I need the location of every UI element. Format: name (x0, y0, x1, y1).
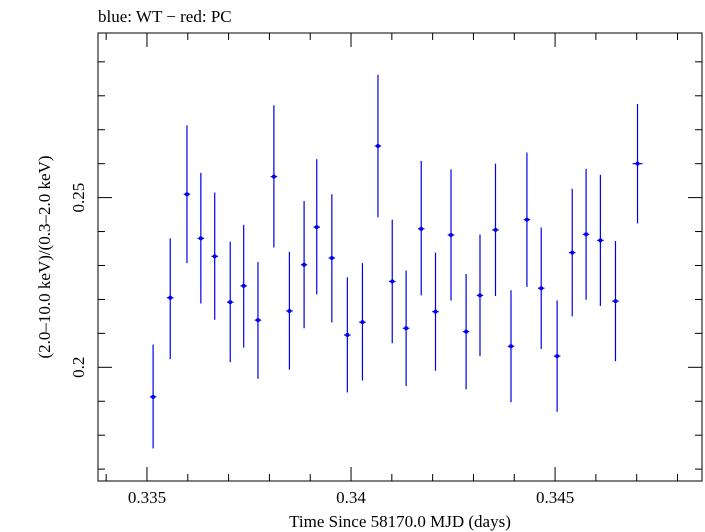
data-point (632, 103, 643, 224)
plot-frame (97, 32, 703, 482)
y-axis-label: (2.0–10.0 keV)/(0.3–2.0 keV) (35, 155, 54, 358)
data-point (417, 160, 425, 296)
tick-marks (98, 33, 702, 481)
point-marker (449, 232, 454, 237)
data-point (166, 238, 174, 360)
point-marker (302, 262, 307, 267)
chart-title: blue: WT − red: PC (98, 7, 232, 26)
x-tick-label: 0.345 (536, 488, 574, 507)
point-marker (241, 283, 246, 288)
data-point (597, 174, 604, 306)
point-marker (598, 238, 603, 243)
axes (97, 32, 703, 482)
point-marker (464, 329, 469, 334)
point-marker (584, 232, 589, 237)
data-point (447, 169, 455, 301)
point-marker (255, 318, 260, 323)
x-tick-label: 0.335 (128, 488, 166, 507)
point-marker (184, 192, 189, 197)
data-point (537, 227, 545, 349)
data-point (523, 152, 531, 287)
data-point (553, 300, 561, 412)
data-point (254, 262, 262, 379)
point-marker (360, 320, 365, 325)
data-point (359, 263, 366, 381)
data-point (286, 251, 293, 370)
point-marker (404, 326, 409, 331)
data-point (582, 168, 590, 300)
data-point (402, 270, 410, 386)
data-point (313, 159, 321, 295)
x-tick-label: 0.34 (336, 488, 366, 507)
point-marker (524, 217, 529, 222)
data-point (270, 105, 278, 248)
data-point (374, 74, 382, 218)
point-marker (390, 279, 395, 284)
point-marker (555, 354, 560, 359)
point-marker (635, 161, 640, 166)
data-point (183, 125, 191, 264)
point-marker (493, 227, 498, 232)
data-point (344, 277, 351, 393)
data-point (492, 163, 499, 297)
point-marker (433, 309, 438, 314)
data-point (211, 192, 218, 320)
point-marker (477, 293, 482, 298)
point-marker (198, 236, 203, 241)
point-marker (212, 254, 217, 259)
data-point (300, 201, 308, 329)
point-marker (151, 394, 156, 399)
data-point (149, 344, 157, 449)
data-point (432, 252, 439, 371)
point-marker (419, 226, 424, 231)
point-marker (228, 300, 233, 305)
tick-labels: 0.335 0.34 0.345 0.2 0.25 (69, 183, 574, 507)
data-point (226, 241, 234, 363)
data-point (476, 234, 484, 357)
data-point (388, 219, 396, 344)
data-point (462, 273, 470, 390)
point-marker (375, 144, 380, 149)
point-marker (613, 299, 618, 304)
point-marker (329, 256, 334, 261)
point-marker (539, 286, 544, 291)
x-axis-label: Time Since 58170.0 MJD (days) (289, 512, 511, 531)
data-point (612, 241, 619, 362)
y-tick-label: 0.2 (69, 357, 88, 378)
y-tick-label: 0.25 (69, 183, 88, 213)
data-point (240, 224, 247, 348)
point-marker (345, 333, 350, 338)
point-marker (509, 344, 514, 349)
data-points (149, 74, 643, 449)
data-point (197, 172, 205, 304)
point-marker (570, 250, 575, 255)
data-point (328, 194, 336, 323)
point-marker (314, 225, 319, 230)
data-point (507, 290, 515, 403)
data-point (568, 188, 576, 317)
point-marker (287, 308, 292, 313)
point-marker (168, 295, 173, 300)
point-marker (271, 174, 276, 179)
